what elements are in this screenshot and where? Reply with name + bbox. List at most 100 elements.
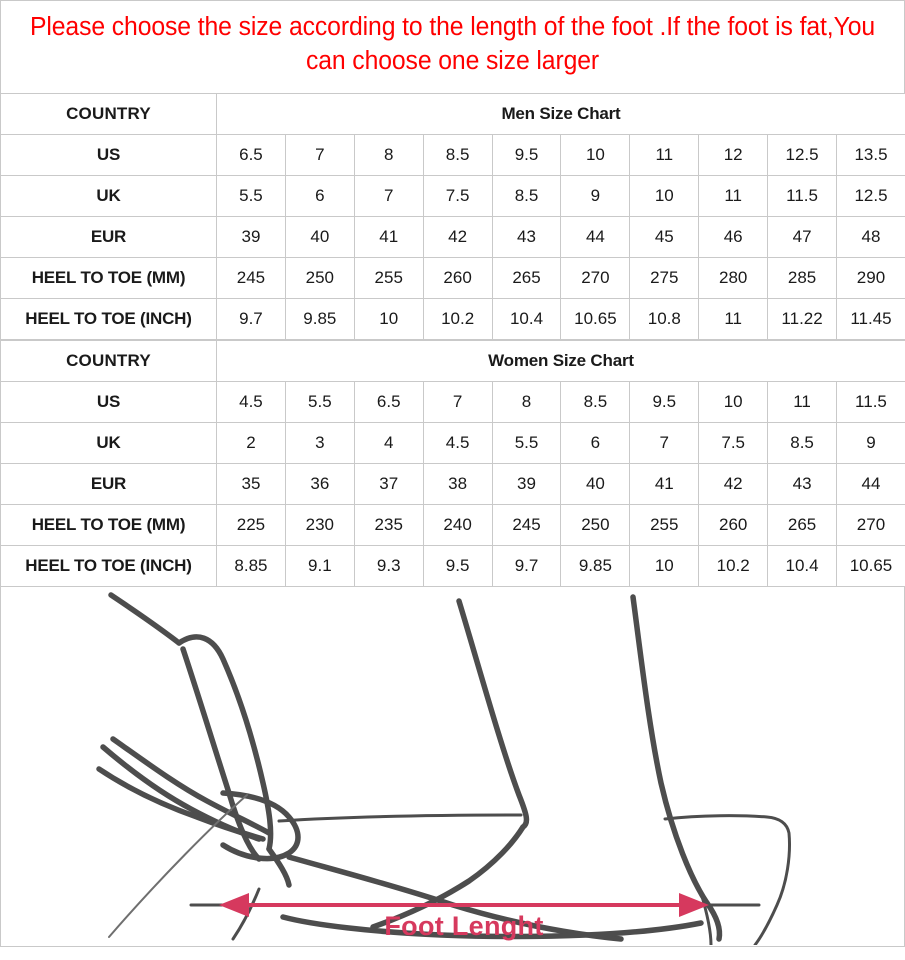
arrow-head-left — [219, 893, 249, 917]
size-value-cell: 7 — [629, 422, 700, 464]
size-value-cell: 3 — [284, 422, 355, 464]
size-value-cell: 43 — [491, 216, 562, 258]
size-value-cell: 240 — [422, 504, 493, 546]
table-row: UK 5.5 6 7 7.5 8.5 9 10 11 11.5 12.5 — [0, 175, 905, 217]
size-value-cell: 42 — [422, 216, 493, 258]
table-row: UK 2 3 4 4.5 5.5 6 7 7.5 8.5 9 — [0, 422, 905, 464]
size-value-cell: 8.5 — [560, 381, 631, 423]
arrow-head-right — [679, 893, 709, 917]
big-toe-inner-line — [180, 646, 262, 862]
size-value-cell: 5.5 — [284, 381, 355, 423]
notice-banner: Please choose the size according to the … — [0, 0, 905, 93]
size-value-cell: 6.5 — [353, 381, 424, 423]
chart-title-cell: Women Size Chart — [216, 340, 905, 382]
size-value-cell: 9 — [560, 175, 631, 217]
size-value-cell: 250 — [284, 257, 355, 299]
size-value-cell: 290 — [836, 257, 905, 299]
size-value-cell: 41 — [629, 463, 700, 505]
size-value-cell: 245 — [491, 504, 562, 546]
size-value-cell: 5.5 — [491, 422, 562, 464]
row-label-cell: US — [0, 381, 217, 423]
big-toe-outline — [176, 634, 274, 852]
size-value-cell: 44 — [560, 216, 631, 258]
row-label-cell: UK — [0, 422, 217, 464]
size-value-cell: 4 — [353, 422, 424, 464]
toe-pad-outline — [220, 790, 301, 862]
size-value-cell: 10.8 — [629, 298, 700, 340]
big-toe-top-line — [108, 592, 182, 646]
table-row: US 4.5 5.5 6.5 7 8 8.5 9.5 10 11 11.5 — [0, 381, 905, 423]
size-value-cell: 270 — [836, 504, 905, 546]
size-value-cell: 36 — [284, 463, 355, 505]
size-value-cell: 7 — [284, 134, 355, 176]
size-value-cell: 10 — [698, 381, 769, 423]
country-header-cell: COUNTRY — [0, 340, 217, 382]
size-value-cell: 265 — [491, 257, 562, 299]
row-label-cell: HEEL TO TOE (INCH) — [0, 298, 217, 340]
sole-bottom-line — [280, 914, 704, 940]
size-value-cell: 9 — [836, 422, 905, 464]
size-value-cell: 44 — [836, 463, 905, 505]
size-value-cell: 6 — [284, 175, 355, 217]
size-value-cell: 39 — [216, 216, 286, 258]
ankle-front-curve — [370, 824, 526, 930]
table-row: EUR 35 36 37 38 39 40 41 42 43 44 — [0, 463, 905, 505]
size-value-cell: 10 — [629, 545, 700, 587]
size-value-cell: 6 — [560, 422, 631, 464]
size-value-cell: 260 — [422, 257, 493, 299]
row-label-cell: US — [0, 134, 217, 176]
chart-title-cell: Men Size Chart — [216, 93, 905, 135]
size-value-cell: 46 — [698, 216, 769, 258]
size-value-cell: 255 — [629, 504, 700, 546]
country-header-cell: COUNTRY — [0, 93, 217, 135]
size-value-cell: 12.5 — [767, 134, 838, 176]
size-value-cell: 8 — [491, 381, 562, 423]
size-value-cell: 280 — [698, 257, 769, 299]
size-value-cell: 5.5 — [216, 175, 286, 217]
size-value-cell: 35 — [216, 463, 286, 505]
size-value-cell: 39 — [491, 463, 562, 505]
table-row: HEEL TO TOE (INCH) 8.85 9.1 9.3 9.5 9.7 9.85 10… — [0, 545, 905, 587]
size-value-cell: 11 — [629, 134, 700, 176]
calf-back-line — [630, 594, 710, 906]
size-value-cell: 41 — [353, 216, 424, 258]
size-value-cell: 10.2 — [422, 298, 493, 340]
size-value-cell: 7.5 — [422, 175, 493, 217]
guide-diagonal-line — [108, 794, 248, 938]
size-value-cell: 255 — [353, 257, 424, 299]
row-label-cell: UK — [0, 175, 217, 217]
row-label-cell: HEEL TO TOE (MM) — [0, 504, 217, 546]
shin-front-line — [456, 598, 530, 830]
row-label-cell: EUR — [0, 463, 217, 505]
notice-text: Please choose the size according to the … — [29, 13, 876, 75]
size-value-cell: 10.2 — [698, 545, 769, 587]
foot-length-arrow — [219, 893, 709, 917]
size-value-cell: 7.5 — [698, 422, 769, 464]
size-value-cell: 13.5 — [836, 134, 905, 176]
size-value-cell: 7 — [353, 175, 424, 217]
size-value-cell: 38 — [422, 463, 493, 505]
table-row: HEEL TO TOE (MM) 245 250 255 260 265 270 275 280… — [0, 257, 905, 299]
size-value-cell: 7 — [422, 381, 493, 423]
foot-diagram: Foot Lenght — [0, 587, 905, 947]
size-value-cell: 11.5 — [836, 381, 905, 423]
size-value-cell: 245 — [216, 257, 286, 299]
size-value-cell: 11.5 — [767, 175, 838, 217]
size-value-cell: 10.4 — [491, 298, 562, 340]
size-value-cell: 8.5 — [491, 175, 562, 217]
size-value-cell: 11.45 — [836, 298, 905, 340]
size-value-cell: 9.85 — [560, 545, 631, 587]
size-value-cell: 8.5 — [422, 134, 493, 176]
little-toe — [96, 766, 266, 842]
size-value-cell: 8.5 — [767, 422, 838, 464]
size-value-cell: 11.22 — [767, 298, 838, 340]
size-value-cell: 37 — [353, 463, 424, 505]
row-label-cell: HEEL TO TOE (MM) — [0, 257, 217, 299]
men-size-table: COUNTRY Men Size Chart US 6.5 7 8 8.5 9.5 10 11 12… — [0, 93, 905, 340]
toe-down-mark — [231, 887, 261, 941]
heel-down-mark — [699, 891, 713, 945]
table-row: HEEL TO TOE (INCH) 9.7 9.85 10 10.2 10.4 10.65… — [0, 298, 905, 340]
women-size-table: COUNTRY Women Size Chart US 4.5 5.5 6.5 7 8 8.5 9… — [0, 340, 905, 587]
size-value-cell: 270 — [560, 257, 631, 299]
size-value-cell: 4.5 — [422, 422, 493, 464]
